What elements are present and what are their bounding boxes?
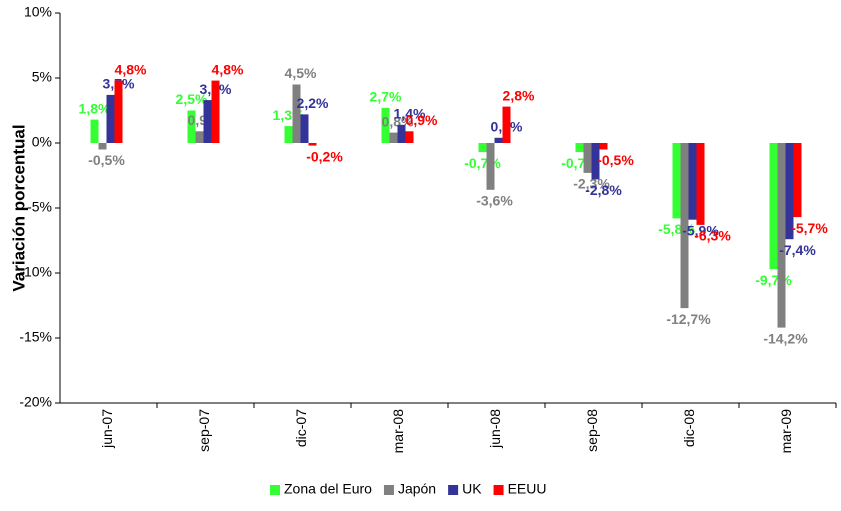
y-tick-label: 5% [32, 69, 52, 85]
x-tick-label: jun-08 [487, 409, 503, 449]
legend-label: Japón [398, 481, 436, 497]
bar [211, 80, 220, 143]
bar [292, 84, 301, 143]
bar [777, 143, 786, 328]
x-tick-label: mar-09 [778, 409, 794, 454]
y-tick-label: 0% [32, 134, 52, 150]
y-tick-label: -5% [27, 199, 52, 215]
bar [575, 143, 584, 153]
bar [785, 143, 794, 240]
value-label: -3,6% [476, 193, 513, 209]
value-label: 0,8% [382, 113, 414, 129]
legend-label: EEUU [508, 481, 547, 497]
bar [90, 119, 99, 143]
bar [583, 143, 592, 173]
bar [187, 110, 196, 143]
legend-swatch [448, 485, 459, 495]
bar [389, 132, 398, 143]
y-tick-label: -20% [19, 394, 52, 410]
value-label: 2,2% [297, 95, 329, 111]
bar [114, 80, 123, 143]
x-tick-label: sep-08 [584, 409, 600, 452]
value-label: -5,7% [791, 220, 828, 236]
bar [502, 106, 511, 143]
value-label: -0,5% [88, 152, 125, 168]
value-label: -5,9% [682, 222, 719, 238]
y-tick-label: -15% [19, 329, 52, 345]
bar [98, 143, 107, 150]
bar [672, 143, 681, 219]
bar [300, 114, 309, 143]
value-label: -6,3% [694, 228, 731, 244]
bar [494, 137, 503, 143]
bar [397, 124, 406, 143]
x-tick-label: mar-08 [390, 409, 406, 454]
value-label: -0,7% [464, 155, 501, 171]
bar [688, 143, 697, 220]
bar [478, 143, 487, 153]
bar [680, 143, 689, 309]
value-label: 4,8% [212, 61, 244, 77]
value-label: 4,5% [285, 65, 317, 81]
value-label: -2,3% [573, 176, 610, 192]
value-label: 0,9% [406, 112, 438, 128]
value-label: -0,5% [597, 152, 634, 168]
bar [486, 143, 495, 190]
bar [284, 126, 293, 143]
bar [203, 100, 212, 143]
x-tick-label: dic-08 [681, 409, 697, 447]
value-label: 1,4% [394, 106, 426, 122]
bar [599, 143, 608, 150]
value-label: 2,7% [370, 89, 402, 105]
legend-swatch [493, 485, 504, 495]
value-label: 4,8% [115, 61, 147, 77]
legend-label: Zona del Euro [284, 481, 372, 497]
legend-swatch [383, 485, 394, 495]
bar [405, 131, 414, 143]
value-label: -9,7% [755, 272, 792, 288]
value-label: -2,8% [585, 182, 622, 198]
value-label: -12,7% [666, 311, 711, 327]
y-tick-label: 10% [24, 4, 52, 20]
bar [793, 143, 802, 218]
legend-label: UK [462, 481, 482, 497]
y-tick-label: -10% [19, 264, 52, 280]
bar [696, 143, 705, 225]
bar [106, 94, 115, 143]
x-tick-label: jun-07 [99, 409, 115, 449]
bar [308, 143, 317, 146]
bar [381, 107, 390, 143]
value-label: 2,8% [503, 87, 535, 103]
value-label: 1,8% [79, 100, 111, 116]
bar [591, 143, 600, 180]
legend-swatch [270, 485, 280, 495]
x-tick-label: dic-07 [293, 409, 309, 447]
value-label: 2,5% [176, 91, 208, 107]
y-axis-title: Variación porcentual [9, 124, 28, 291]
bar [769, 143, 778, 270]
value-label: -14,2% [763, 330, 808, 346]
x-tick-label: sep-07 [196, 409, 212, 452]
bar [195, 131, 204, 143]
value-label: -7,4% [779, 242, 816, 258]
value-label: -0,2% [306, 148, 343, 164]
